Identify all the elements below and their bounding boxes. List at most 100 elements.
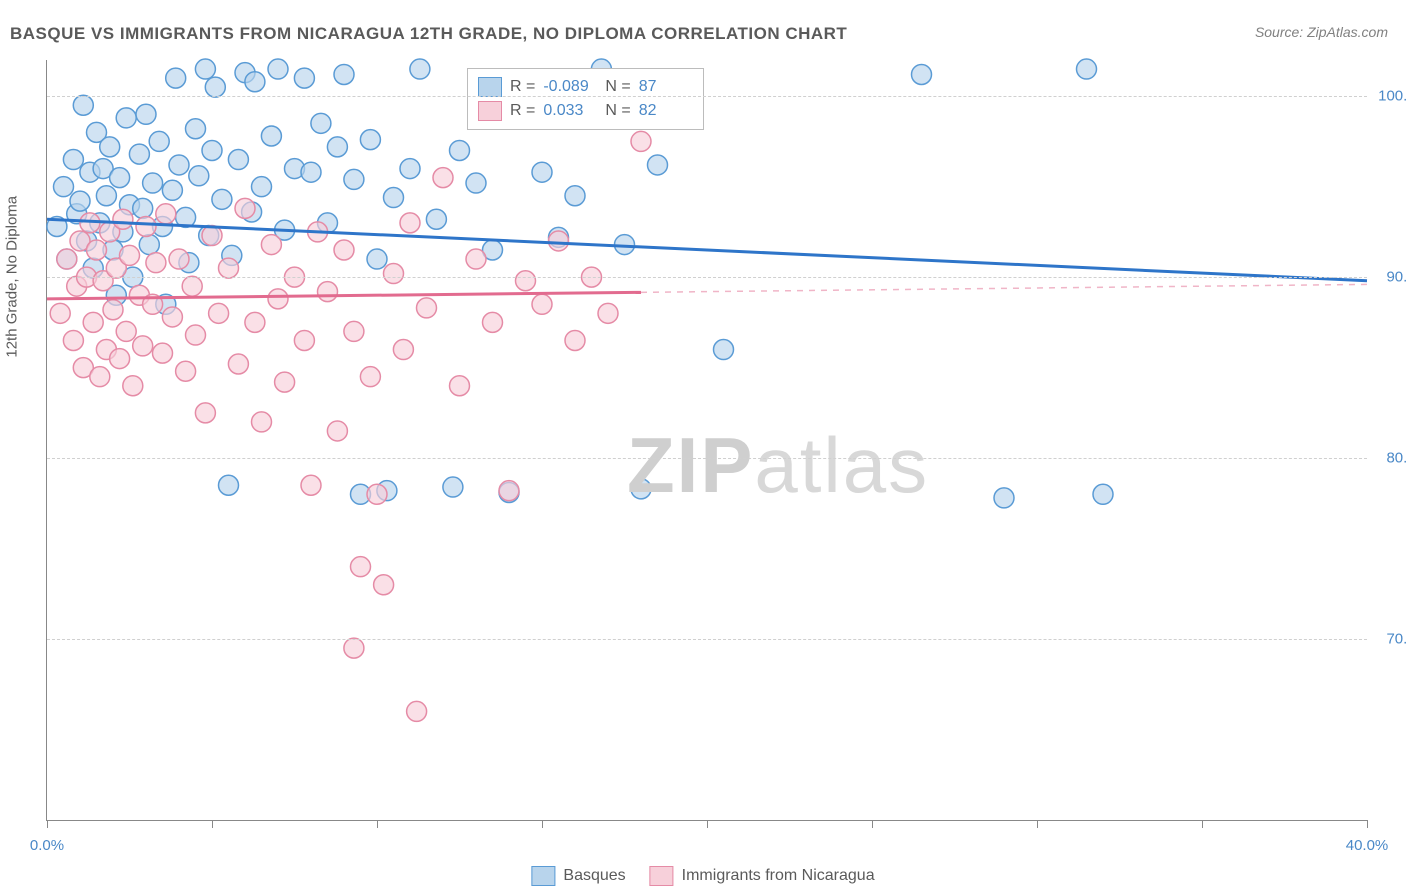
scatter-point [532, 162, 552, 182]
ytick-label: 80.0% [1386, 450, 1406, 467]
scatter-point [334, 64, 354, 84]
scatter-point [532, 294, 552, 314]
scatter-point [631, 131, 651, 151]
scatter-point [351, 557, 371, 577]
swatch-series1 [478, 77, 502, 97]
xtick-label: 40.0% [1346, 837, 1389, 854]
scatter-point [116, 108, 136, 128]
scatter-point [367, 249, 387, 269]
scatter-point [252, 412, 272, 432]
scatter-point [50, 303, 70, 323]
scatter-point [169, 155, 189, 175]
scatter-point [162, 180, 182, 200]
scatter-point [327, 137, 347, 157]
scatter-point [268, 59, 288, 79]
scatter-point [186, 325, 206, 345]
scatter-point [162, 307, 182, 327]
scatter-point [912, 64, 932, 84]
xtick [707, 820, 708, 828]
scatter-point [169, 249, 189, 269]
scatter-point [110, 349, 130, 369]
scatter-point [219, 258, 239, 278]
scatter-point [384, 264, 404, 284]
scatter-point [268, 289, 288, 309]
legend-row-series2: R = 0.033 N = 82 [478, 99, 693, 123]
xtick-label: 0.0% [30, 837, 64, 854]
xtick [47, 820, 48, 828]
scatter-point [1077, 59, 1097, 79]
scatter-point [133, 336, 153, 356]
ytick-label: 90.0% [1386, 269, 1406, 286]
scatter-point [146, 253, 166, 273]
scatter-point [176, 361, 196, 381]
scatter-point [103, 300, 123, 320]
scatter-point [195, 403, 215, 423]
xtick [212, 820, 213, 828]
scatter-point [110, 168, 130, 188]
scatter-point [466, 173, 486, 193]
bottom-legend: Basques Immigrants from Nicaragua [531, 866, 874, 886]
scatter-point [212, 189, 232, 209]
scatter-point [209, 303, 229, 323]
scatter-point [149, 131, 169, 151]
scatter-point [113, 209, 133, 229]
regression-line [47, 219, 1367, 281]
scatter-point [123, 376, 143, 396]
scatter-point [205, 77, 225, 97]
bottom-legend-label-2: Immigrants from Nicaragua [682, 867, 875, 885]
scatter-point [63, 150, 83, 170]
scatter-point [327, 421, 347, 441]
xtick [542, 820, 543, 828]
scatter-point [367, 484, 387, 504]
gridline-h [47, 277, 1367, 278]
scatter-point [182, 276, 202, 296]
scatter-point [360, 367, 380, 387]
scatter-point [400, 213, 420, 233]
bottom-swatch-2 [650, 866, 674, 886]
scatter-point [499, 481, 519, 501]
scatter-point [631, 479, 651, 499]
scatter-point [450, 376, 470, 396]
r-value-series2: 0.033 [543, 102, 597, 120]
scatter-point [648, 155, 668, 175]
scatter-point [235, 198, 255, 218]
scatter-point [189, 166, 209, 186]
scatter-point [360, 130, 380, 150]
scatter-point [565, 186, 585, 206]
scatter-point [294, 330, 314, 350]
scatter-point [116, 321, 136, 341]
scatter-point [129, 144, 149, 164]
scatter-point [228, 354, 248, 374]
scatter-point [417, 298, 437, 318]
r-value-series1: -0.089 [543, 78, 597, 96]
scatter-point [83, 312, 103, 332]
xtick [1202, 820, 1203, 828]
scatter-point [318, 282, 338, 302]
bottom-legend-item-2: Immigrants from Nicaragua [650, 866, 875, 886]
scatter-point [245, 72, 265, 92]
scatter-point [407, 701, 427, 721]
plot-area: ZIPatlas R = -0.089 N = 87 R = 0.033 N =… [46, 60, 1367, 821]
scatter-point [344, 638, 364, 658]
xtick [872, 820, 873, 828]
scatter-point [252, 177, 272, 197]
scatter-point [73, 95, 93, 115]
scatter-point [384, 188, 404, 208]
scatter-point [133, 198, 153, 218]
scatter-point [344, 169, 364, 189]
scatter-point [466, 249, 486, 269]
scatter-point [426, 209, 446, 229]
scatter-point [136, 104, 156, 124]
xtick [1037, 820, 1038, 828]
scatter-point [301, 162, 321, 182]
scatter-point [714, 340, 734, 360]
scatter-point [245, 312, 265, 332]
scatter-point [228, 150, 248, 170]
scatter-point [136, 216, 156, 236]
swatch-series2 [478, 101, 502, 121]
n-label: N = [605, 78, 630, 96]
regression-line-extrapolated [641, 284, 1367, 292]
ytick-label: 100.0% [1378, 88, 1406, 105]
bottom-swatch-1 [531, 866, 555, 886]
scatter-point [143, 173, 163, 193]
